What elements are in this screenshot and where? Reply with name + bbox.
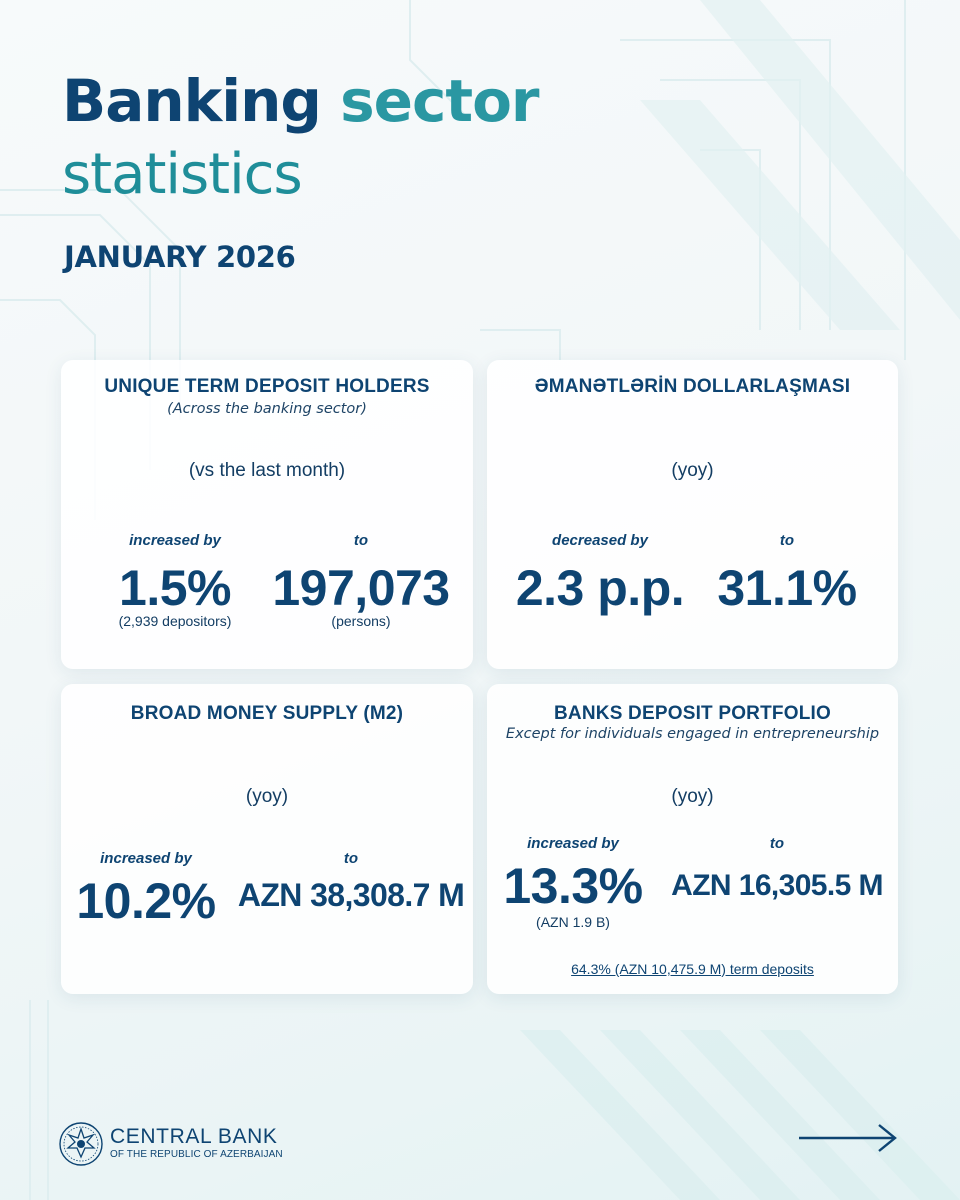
target-value: AZN 38,308.7 M <box>237 877 465 913</box>
comparison-label: (vs the last month) <box>188 460 346 481</box>
period-label: JANUARY 2026 <box>64 240 296 274</box>
change-value: 1.5% <box>119 560 231 616</box>
page-title-line2: statistics <box>62 142 303 207</box>
target-label: to <box>343 850 359 867</box>
central-bank-emblem-icon <box>59 1122 103 1166</box>
target-label: to <box>353 532 369 549</box>
bank-name: CENTRAL BANK <box>110 1125 278 1148</box>
change-detail: (2,939 depositors) <box>118 613 232 629</box>
card-subtitle: Except for individuals engaged in entrep… <box>505 726 880 742</box>
comparison-label: (yoy) <box>671 786 714 807</box>
term-deposits-note: 64.3% (AZN 10,475.9 M) term deposits <box>571 961 814 977</box>
change-value: 13.3% <box>503 858 643 914</box>
card-title: BANKS DEPOSIT PORTFOLIO <box>554 703 831 724</box>
card-title: UNIQUE TERM DEPOSIT HOLDERS <box>104 376 430 397</box>
change-label: decreased by <box>552 532 648 549</box>
card-title: ƏMANƏTLƏRİN DOLLARLAŞMASI <box>534 376 851 397</box>
target-label: to <box>779 532 795 549</box>
target-value: 31.1% <box>717 560 857 616</box>
page-title: Banking sector <box>62 66 540 136</box>
change-label: increased by <box>129 532 221 549</box>
card-banks-deposit-portfolio: BANKS DEPOSIT PORTFOLIO Except for indiv… <box>487 684 898 994</box>
card-title: BROAD MONEY SUPPLY (M2) <box>130 703 404 724</box>
target-value: 197,073 <box>272 560 450 616</box>
arrow-right-icon[interactable] <box>797 1122 899 1154</box>
change-label: increased by <box>527 835 619 852</box>
title-part-banking: Banking <box>62 67 322 135</box>
card-subtitle: (Across the banking sector) <box>167 401 367 417</box>
card-unique-term-deposit-holders: UNIQUE TERM DEPOSIT HOLDERS (Across the … <box>61 360 473 669</box>
target-value: AZN 16,305.5 M <box>671 869 883 902</box>
change-value: 10.2% <box>76 873 216 929</box>
card-deposit-dollarization: ƏMANƏTLƏRİN DOLLARLAŞMASI (yoy) decrease… <box>487 360 898 669</box>
change-value: 2.3 p.p. <box>515 560 685 616</box>
target-label: to <box>769 835 785 852</box>
change-label: increased by <box>100 850 192 867</box>
comparison-label: (yoy) <box>671 460 714 481</box>
card-broad-money-supply: BROAD MONEY SUPPLY (M2) (yoy) increased … <box>61 684 473 994</box>
title-part-sector: sector <box>340 67 539 135</box>
bank-subtitle: OF THE REPUBLIC OF AZERBAIJAN <box>110 1149 283 1160</box>
change-detail: (AZN 1.9 B) <box>536 914 610 930</box>
target-detail: (persons) <box>331 613 391 629</box>
comparison-label: (yoy) <box>245 786 289 807</box>
